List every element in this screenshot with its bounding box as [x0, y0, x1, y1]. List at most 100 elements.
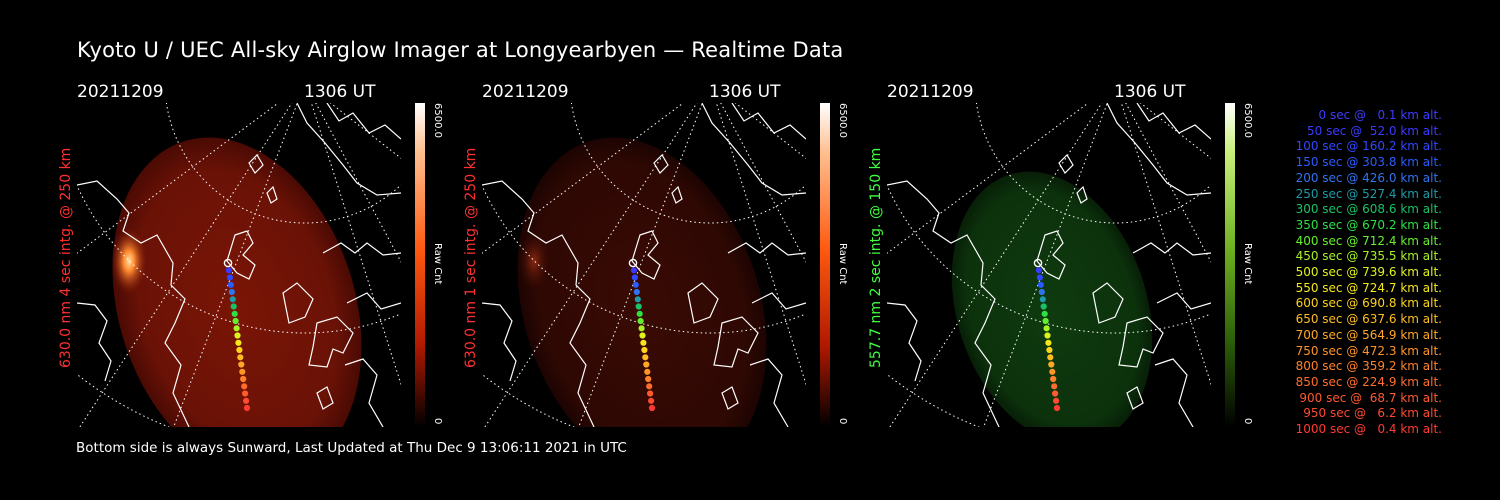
trajectory-point — [643, 361, 650, 368]
trajectory-point — [1046, 346, 1053, 354]
trajectory-point — [1043, 325, 1050, 332]
trajectory-legend-item: 100 sec @ 160.2 km alt. — [1295, 139, 1442, 154]
trajectory-point — [1035, 267, 1042, 274]
trajectory-point — [1037, 281, 1044, 288]
trajectory-point — [1039, 296, 1046, 303]
trajectory-point — [1045, 339, 1052, 346]
trajectory-point — [237, 354, 244, 361]
trajectory-point — [646, 383, 653, 390]
trajectory-point — [1052, 390, 1059, 397]
trajectory-point — [243, 404, 251, 412]
trajectory-point — [648, 404, 656, 412]
panel2-image — [482, 103, 806, 427]
trajectory-point — [223, 258, 233, 268]
panel3-colorbar-max: 6500.0 — [1242, 103, 1253, 138]
trajectory-point — [1040, 303, 1047, 310]
trajectory-legend-item: 150 sec @ 303.8 km alt. — [1295, 155, 1442, 170]
geo-grid — [77, 103, 401, 427]
trajectory-legend-item: 350 sec @ 670.2 km alt. — [1295, 217, 1442, 232]
panel2-channel-label: 630.0 nm 1 sec intg. @ 250 km — [463, 147, 479, 368]
trajectory-point — [635, 303, 642, 310]
trajectory-point — [1042, 317, 1049, 325]
trajectory-point — [230, 303, 237, 310]
trajectory-legend-item: 300 sec @ 608.6 km alt. — [1295, 202, 1442, 217]
trajectory-point — [242, 390, 249, 397]
trajectory-legend-item: 850 sec @ 224.9 km alt. — [1295, 374, 1442, 389]
panel2-colorbar — [820, 103, 830, 427]
trajectory-point — [233, 325, 240, 332]
trajectory-legend-item: 600 sec @ 690.8 km alt. — [1295, 296, 1442, 311]
trajectory-legend-item: 950 sec @ 6.2 km alt. — [1303, 406, 1442, 421]
trajectory-point — [1041, 310, 1048, 317]
trajectory-point — [640, 339, 647, 346]
trajectory-point — [634, 296, 641, 303]
panel3-colorbar-min: 0 — [1242, 418, 1253, 425]
trajectory-point — [1038, 288, 1045, 296]
panel3-date: 20211209 — [887, 82, 974, 102]
trajectory-legend-item: 750 sec @ 472.3 km alt. — [1295, 343, 1442, 358]
trajectory-point — [647, 390, 654, 397]
trajectory-legend-item: 900 sec @ 68.7 km alt. — [1299, 390, 1442, 405]
trajectory-point — [639, 332, 646, 339]
geo-grid — [887, 103, 1211, 427]
trajectory-point — [227, 281, 234, 288]
panel3-image — [887, 103, 1211, 427]
panel1-colorbar-unit: Raw Cnt — [432, 243, 443, 285]
trajectory-point — [232, 317, 239, 325]
trajectory-point — [1053, 404, 1061, 412]
coastline — [887, 103, 1211, 427]
panel2-date: 20211209 — [482, 82, 569, 102]
aurora-patch — [111, 227, 147, 295]
trajectory-point — [1048, 361, 1055, 368]
sky-disk — [112, 137, 362, 427]
trajectory-legend-item: 0 sec @ 0.1 km alt. — [1314, 108, 1443, 122]
trajectory-point — [240, 375, 247, 383]
trajectory-dots — [1033, 258, 1061, 412]
panel1-time: 1306 UT — [304, 82, 376, 102]
panel1-colorbar-max: 6500.0 — [432, 103, 443, 138]
trajectory-legend-item: 1000 sec @ 0.4 km alt. — [1295, 422, 1442, 436]
panel3-colorbar — [1225, 103, 1235, 427]
trajectory-point — [228, 288, 235, 296]
trajectory-point — [638, 325, 645, 332]
trajectory-point — [636, 310, 643, 317]
trajectory-point — [645, 375, 652, 383]
trajectory-point — [226, 274, 233, 281]
coastline — [77, 103, 401, 427]
trajectory-point — [641, 346, 648, 354]
coastline — [482, 103, 806, 427]
panel1-channel-label: 630.0 nm 4 sec intg. @ 250 km — [58, 147, 74, 368]
trajectory-point — [235, 339, 242, 346]
trajectory-point — [231, 310, 238, 317]
trajectory-point — [1047, 354, 1054, 361]
trajectory-point — [229, 296, 236, 303]
trajectory-point — [644, 368, 651, 375]
panel1-date: 20211209 — [77, 82, 164, 102]
trajectory-point — [234, 332, 241, 339]
sky-disk — [517, 137, 767, 427]
trajectory-point — [1044, 332, 1051, 339]
trajectory-point — [1051, 383, 1058, 390]
panel3-colorbar-unit: Raw Cnt — [1242, 243, 1253, 285]
panel2-time: 1306 UT — [709, 82, 781, 102]
trajectory-legend-item: 200 sec @ 426.0 km alt. — [1295, 170, 1442, 185]
trajectory-point — [236, 346, 243, 354]
panel3-channel-label: 557.7 nm 2 sec intg. @ 150 km — [868, 147, 884, 368]
panel1-colorbar-min: 0 — [432, 418, 443, 425]
trajectory-dots — [628, 258, 656, 412]
panel2-colorbar-max: 6500.0 — [837, 103, 848, 138]
trajectory-point — [1049, 368, 1056, 375]
trajectory-legend-item: 400 sec @ 712.4 km alt. — [1295, 233, 1442, 248]
trajectory-legend-item: 50 sec @ 52.0 km alt. — [1307, 123, 1442, 138]
trajectory-point — [648, 397, 655, 404]
trajectory-legend-item: 450 sec @ 735.5 km alt. — [1295, 249, 1442, 264]
geo-grid — [482, 103, 806, 427]
trajectory-legend-item: 650 sec @ 637.6 km alt. — [1295, 312, 1442, 327]
trajectory-dots — [223, 258, 251, 412]
trajectory-point — [1053, 397, 1060, 404]
panel2-colorbar-unit: Raw Cnt — [837, 243, 848, 285]
trajectory-point — [1050, 375, 1057, 383]
trajectory-point — [633, 288, 640, 296]
trajectory-legend-item: 550 sec @ 724.7 km alt. — [1295, 280, 1442, 295]
trajectory-point — [637, 317, 644, 325]
